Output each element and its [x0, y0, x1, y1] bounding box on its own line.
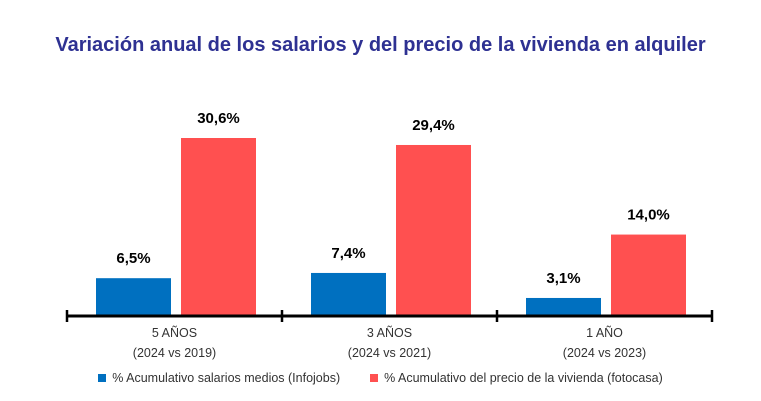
bar-vivienda [181, 138, 256, 316]
legend-label: % Acumulativo del precio de la vivienda … [384, 371, 663, 385]
category-sublabel: (2024 vs 2023) [563, 346, 646, 360]
bar-vivienda [396, 144, 471, 316]
bar-salarios [526, 297, 601, 316]
chart-title: Variación anual de los salarios y del pr… [55, 34, 706, 56]
data-label: 14,0% [627, 207, 670, 224]
category-sublabel: (2024 vs 2019) [133, 346, 216, 360]
legend-item-vivienda: % Acumulativo del precio de la vivienda … [370, 371, 663, 385]
category-label: 1 AÑO [586, 326, 623, 340]
category-label: 5 AÑOS [152, 326, 197, 340]
bar-vivienda [611, 234, 686, 316]
data-label: 7,4% [331, 245, 365, 262]
category-sublabel: (2024 vs 2021) [348, 346, 431, 360]
legend-item-salarios: % Acumulativo salarios medios (Infojobs) [98, 371, 340, 385]
category-label: 3 AÑOS [367, 326, 412, 340]
legend: % Acumulativo salarios medios (Infojobs)… [0, 371, 761, 385]
bar-salarios [311, 272, 386, 316]
bar-salarios [96, 278, 171, 316]
data-label: 29,4% [412, 117, 455, 134]
data-label: 3,1% [546, 270, 580, 287]
legend-swatch-red [370, 374, 379, 382]
data-label: 30,6% [197, 110, 240, 127]
legend-label: % Acumulativo salarios medios (Infojobs) [112, 371, 341, 385]
legend-swatch-blue [98, 374, 107, 382]
data-label: 6,5% [116, 250, 150, 267]
